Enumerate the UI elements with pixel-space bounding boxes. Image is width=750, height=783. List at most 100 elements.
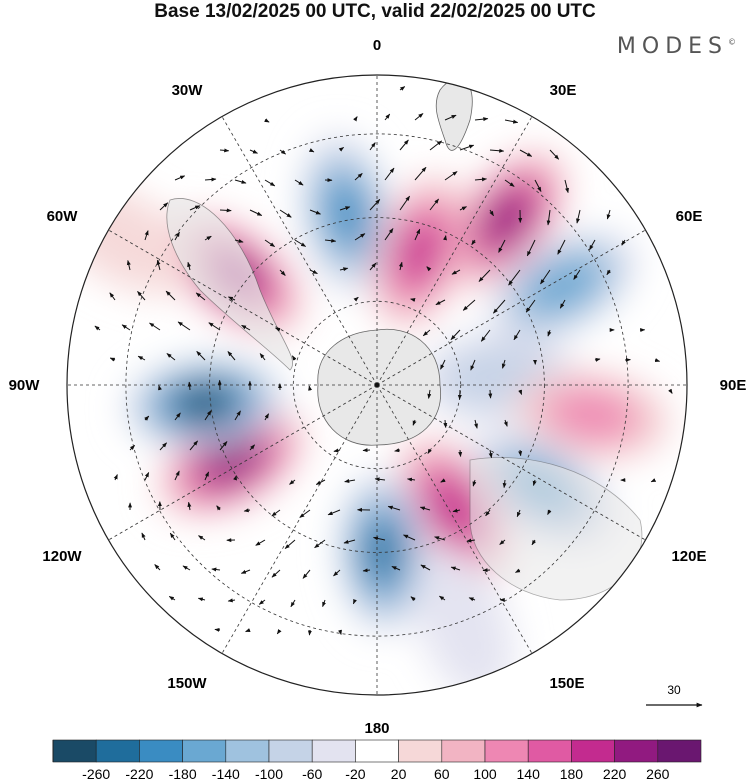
wind-vector — [374, 477, 386, 482]
wind-vector — [504, 179, 515, 187]
wind-vector — [234, 239, 244, 243]
wind-vector — [245, 628, 251, 633]
wind-vector — [169, 532, 176, 541]
wind-vector — [227, 598, 236, 603]
meridian-line — [376, 116, 533, 386]
wind-vector — [264, 179, 276, 187]
wind-vector — [474, 419, 478, 429]
lon-label-150e: 150E — [549, 675, 584, 692]
wind-vector — [187, 381, 192, 391]
wind-vector — [419, 506, 431, 511]
wind-vector — [154, 564, 161, 571]
wind-vector — [271, 509, 281, 517]
wind-vector — [338, 146, 345, 152]
wind-vector — [204, 177, 217, 182]
anomaly-level — [482, 191, 531, 247]
anomaly-center — [124, 358, 285, 448]
wind-vector — [137, 355, 146, 361]
wind-vector — [444, 114, 457, 121]
wind-vector — [271, 569, 281, 578]
wind-vector — [234, 179, 247, 184]
wind-vector — [438, 595, 446, 601]
wind-vector — [174, 231, 180, 241]
wind-vector — [353, 296, 359, 302]
wind-vector — [459, 144, 475, 151]
wind-vector — [126, 260, 131, 271]
colorbar-swatch — [311, 739, 356, 763]
wind-vector — [606, 269, 612, 276]
wind-vector — [309, 269, 318, 275]
wind-vector — [504, 119, 519, 124]
wind-vector — [249, 209, 263, 216]
wind-vector — [485, 509, 491, 517]
wind-vector — [258, 599, 266, 605]
wind-vector — [279, 269, 286, 276]
wind-vector — [314, 539, 326, 549]
wind-vector — [165, 290, 176, 301]
wind-vector — [327, 509, 341, 516]
colorbar-swatch — [571, 739, 615, 763]
anomaly-center — [371, 175, 469, 330]
colorbar-tick-label: -180 — [169, 766, 197, 782]
wind-vector — [339, 206, 351, 211]
lon-label-90w: 90W — [9, 377, 41, 394]
wind-vector — [264, 239, 276, 248]
wind-vector — [470, 359, 476, 371]
wind-vector — [322, 599, 327, 608]
lon-label-120w: 120W — [42, 548, 82, 565]
wind-vector — [141, 532, 146, 541]
wind-vector — [559, 299, 566, 309]
wind-vector — [410, 298, 416, 302]
wind-vector — [144, 415, 150, 421]
wind-vector — [308, 385, 313, 391]
wind-vector — [480, 329, 491, 342]
anomaly-center — [489, 231, 637, 341]
wind-vector — [414, 166, 427, 181]
wind-vector — [474, 117, 489, 122]
colorbar-swatch — [657, 739, 702, 763]
wind-vector — [362, 448, 371, 453]
wind-vector — [398, 261, 403, 271]
wind-vector — [429, 140, 443, 151]
lon-label-120e: 120E — [671, 548, 706, 565]
wind-vector — [290, 599, 296, 608]
colorbar-swatch — [225, 739, 270, 763]
colorbar-tick-label: -140 — [212, 766, 240, 782]
wind-vector — [343, 539, 356, 544]
wind-vector — [573, 269, 581, 280]
wind-vector — [518, 449, 523, 457]
wind-vector — [668, 388, 673, 394]
wind-vector — [472, 479, 477, 487]
wind-vector — [384, 167, 395, 181]
wind-vector — [488, 449, 493, 459]
wind-vector — [513, 329, 521, 341]
colorbar-tick-label: -220 — [125, 766, 153, 782]
colorbar-tick-label: 220 — [603, 766, 627, 782]
wind-vector — [534, 179, 542, 192]
wind-vector — [275, 327, 281, 332]
wind-vector — [450, 329, 461, 340]
wind-vector — [531, 539, 537, 546]
anomaly-level — [201, 439, 263, 486]
colorbar-swatch — [355, 739, 399, 763]
wind-vector — [399, 86, 406, 91]
colorbar-swatch — [268, 739, 313, 763]
wind-vector — [443, 419, 448, 428]
colorbar-swatch — [182, 739, 227, 763]
wind-vector — [189, 440, 198, 451]
anomaly-level — [178, 387, 230, 419]
wind-vector — [216, 505, 221, 511]
colorbar-tick-label: 20 — [391, 766, 407, 782]
wind-vector — [414, 228, 421, 241]
wind-vector — [474, 177, 487, 182]
colorbar-tick-label: 260 — [646, 766, 670, 782]
wind-vector — [502, 479, 507, 489]
wind-vector — [299, 509, 311, 518]
wind-vector — [339, 267, 349, 272]
wind-vector — [174, 175, 186, 181]
wind-vector — [204, 235, 212, 241]
wind-vector — [121, 324, 131, 331]
wind-vector — [156, 259, 161, 271]
colorbar-swatch — [614, 739, 659, 763]
wind-vector — [516, 509, 521, 518]
